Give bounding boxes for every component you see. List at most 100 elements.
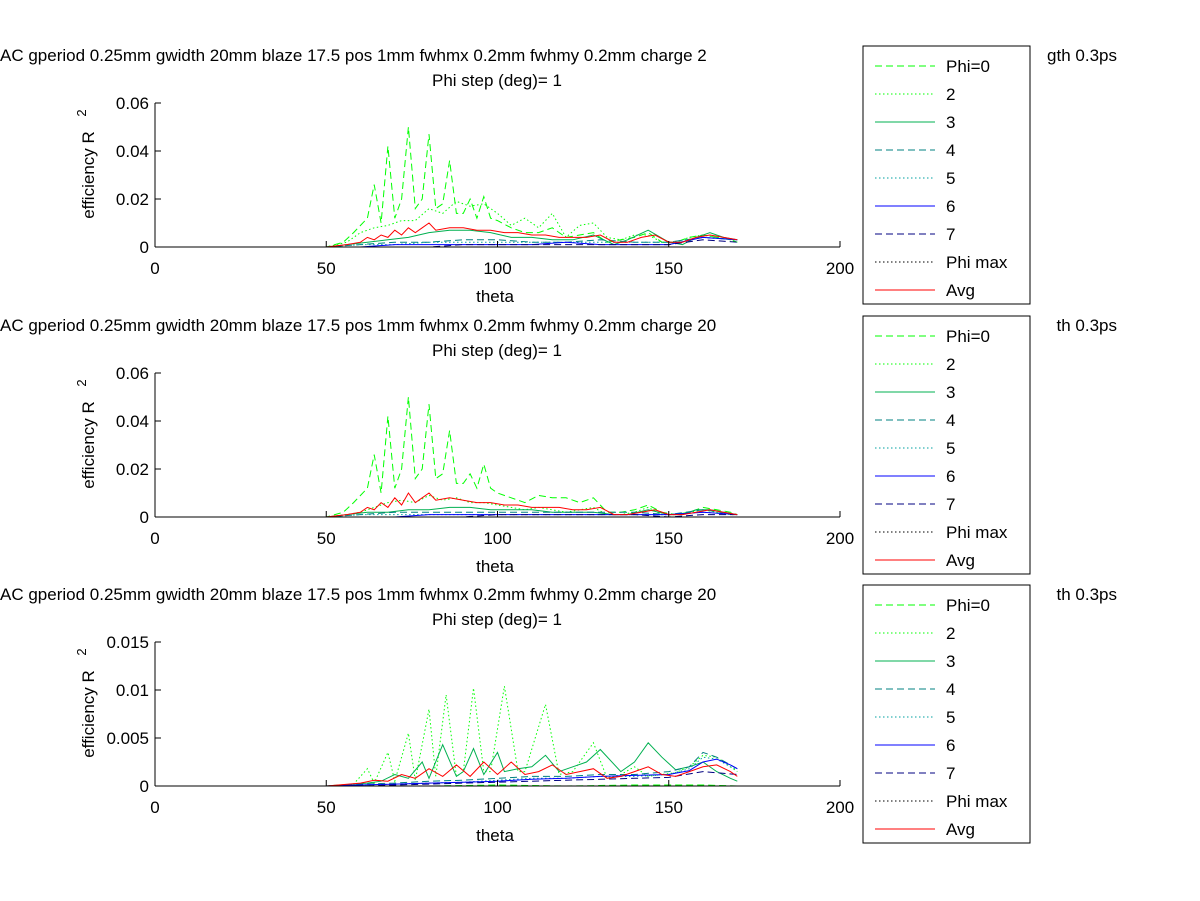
legend-label-4: 5 [946,439,955,458]
legend-label-3: 4 [946,141,955,160]
x-axis-label: theta [476,287,514,306]
x-tick-label: 100 [483,529,511,548]
x-tick-label: 200 [826,529,854,548]
x-tick-label: 150 [655,798,683,817]
legend-label-5: 6 [946,467,955,486]
legend-label-3: 4 [946,411,955,430]
x-tick-label: 0 [150,529,159,548]
legend-label-8: Avg [946,551,975,570]
series-line-1 [213,686,738,787]
legend-label-0: Phi=0 [946,596,990,615]
series-line-0 [213,396,738,518]
panel-3: AC gperiod 0.25mm gwidth 20mm blaze 17.5… [0,584,1118,845]
x-tick-label: 100 [483,259,511,278]
legend-label-8: Avg [946,820,975,839]
panel-1: AC gperiod 0.25mm gwidth 20mm blaze 17.5… [0,45,1117,306]
panel-subtitle: Phi step (deg)= 1 [432,71,562,90]
plot-area [155,373,840,517]
legend-label-8: Avg [946,281,975,300]
y-tick-label: 0.01 [116,681,149,700]
legend-box [862,45,1031,305]
y-tick-label: 0.06 [116,94,149,113]
legend-label-4: 5 [946,169,955,188]
y-tick-label: 0.015 [106,633,149,652]
series-line-4 [213,511,738,518]
series-line-8 [213,492,738,518]
legend-label-6: 7 [946,225,955,244]
series-line-3 [213,236,738,248]
legend-label-1: 2 [946,85,955,104]
legend-label-4: 5 [946,708,955,727]
plot-area [155,642,840,786]
panel-subtitle: Phi step (deg)= 1 [432,610,562,629]
panel-title-tail: gth 0.3ps [1047,46,1117,65]
series-line-4 [213,236,738,248]
series-line-8 [213,222,738,248]
legend-label-5: 6 [946,197,955,216]
y-tick-label: 0.02 [116,460,149,479]
legend: Phi=0 2 3 4 5 6 7 Phi max Avg [862,315,1031,575]
y-tick-label: 0 [140,508,149,527]
legend-label-2: 3 [946,383,955,402]
x-tick-label: 0 [150,798,159,817]
legend-label-2: 3 [946,113,955,132]
legend: Phi=0 2 3 4 5 6 7 Phi max Avg [862,584,1031,844]
legend-box [862,315,1031,575]
x-tick-label: 100 [483,798,511,817]
y-axis-label-superscript: 2 [74,379,89,386]
x-tick-label: 50 [317,798,336,817]
x-axis-label: theta [476,826,514,845]
y-tick-label: 0 [140,238,149,257]
x-tick-label: 150 [655,529,683,548]
legend-label-7: Phi max [946,792,1008,811]
x-tick-label: 200 [826,259,854,278]
y-axis-label: efficiency R [79,670,98,758]
y-axis-label-superscript: 2 [74,109,89,116]
legend-label-1: 2 [946,624,955,643]
panel-2: AC gperiod 0.25mm gwidth 20mm blaze 17.5… [0,315,1117,576]
y-tick-label: 0.005 [106,729,149,748]
panel-title: AC gperiod 0.25mm gwidth 20mm blaze 17.5… [0,585,716,604]
legend-label-6: 7 [946,495,955,514]
y-tick-label: 0.06 [116,364,149,383]
y-axis-label-superscript: 2 [74,648,89,655]
y-axis-label: efficiency R [79,131,98,219]
series-line-8 [213,761,738,787]
legend-label-7: Phi max [946,253,1008,272]
legend-label-3: 4 [946,680,955,699]
y-axis-label-group: efficiency R 2 [74,648,98,757]
x-tick-label: 50 [317,259,336,278]
panel-title: AC gperiod 0.25mm gwidth 20mm blaze 17.5… [0,46,707,65]
series-line-6 [213,771,738,787]
y-axis-label: efficiency R [79,401,98,489]
y-axis-label-group: efficiency R 2 [74,109,98,218]
panel-subtitle: Phi step (deg)= 1 [432,341,562,360]
legend-label-1: 2 [946,355,955,374]
y-tick-label: 0.04 [116,142,149,161]
series-line-2 [213,229,738,248]
series-line-0 [213,784,738,787]
panel-title-tail: th 0.3ps [1057,585,1118,604]
x-tick-label: 150 [655,259,683,278]
series-line-6 [213,514,738,518]
legend-label-7: Phi max [946,523,1008,542]
y-tick-label: 0 [140,777,149,796]
y-tick-label: 0.02 [116,190,149,209]
x-tick-label: 0 [150,259,159,278]
series-line-6 [213,239,738,248]
series-line-3 [213,751,738,787]
legend: Phi=0 2 3 4 5 6 7 Phi max Avg [862,45,1031,305]
legend-box [862,584,1031,844]
plot-area [155,103,840,247]
legend-label-5: 6 [946,736,955,755]
legend-label-2: 3 [946,652,955,671]
legend-label-6: 7 [946,764,955,783]
series-line-5 [213,758,738,787]
y-axis-label-group: efficiency R 2 [74,379,98,488]
series-line-0 [213,126,738,248]
legend-label-0: Phi=0 [946,57,990,76]
legend-label-0: Phi=0 [946,327,990,346]
panel-title: AC gperiod 0.25mm gwidth 20mm blaze 17.5… [0,316,716,335]
x-axis-label: theta [476,557,514,576]
